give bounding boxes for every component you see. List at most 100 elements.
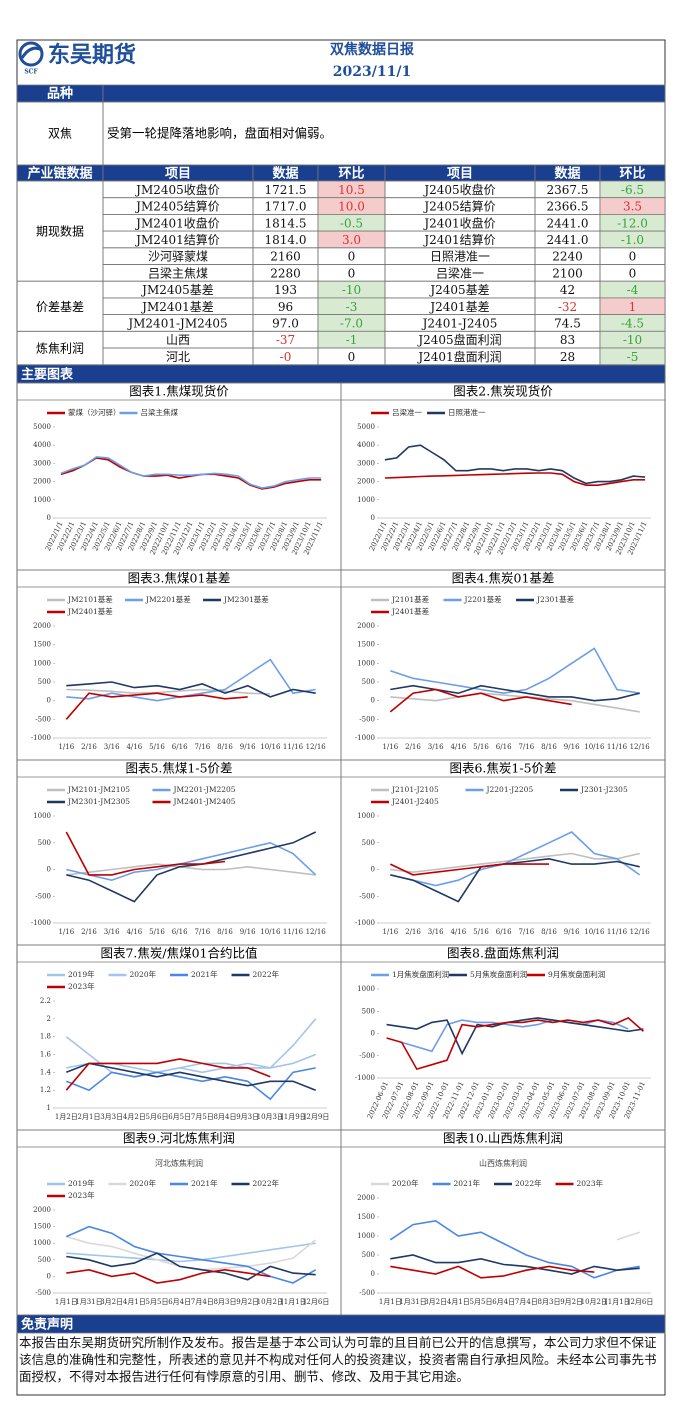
cell [340,1129,666,1316]
logo-sub: SCF [24,69,38,76]
table-cell: 193 [274,283,297,297]
x-tick-label: 1/16 [382,928,398,936]
legend-label: 2021年 [191,969,218,979]
table-cell: J2401收盘价 [422,215,495,230]
legend-label: 2020年 [392,1178,419,1188]
y-tick-label: -1000 [355,734,375,742]
cell [16,1129,342,1316]
table-cell: 2441.0 [547,216,589,230]
legend-label: 2023年 [68,981,95,991]
disclaimer-text: 本报告由东吴期货研究所制作及发布。报告是基于本公司认为可靠的且目前已公开的信息撰… [19,1335,657,1384]
legend-label: 2023年 [68,1190,95,1200]
section-heading: 免责声明 [21,1317,73,1333]
y-tick-label: 1000 [357,496,375,504]
x-tick-label: 11月9日 [279,1113,306,1121]
x-tick-label: 10/16 [584,743,605,751]
y-tick-label: -1000 [31,734,51,742]
x-tick-label: 4/16 [126,743,142,751]
chart-subtitle: 河北炼焦利润 [155,1158,203,1168]
legend-label: JM2401基差 [67,606,113,616]
y-tick-label: 4000 [33,441,51,449]
cell [102,84,666,103]
series-line [66,1062,316,1091]
legend-label: 日照港准一 [448,407,486,417]
series-line [386,1017,644,1056]
table-cell: 2160 [270,250,301,264]
legend-label: 2019年 [68,1178,95,1188]
x-tick-label: 4/16 [126,928,142,936]
y-tick-label: 2 [47,1015,51,1023]
table-cell: 2280 [270,266,301,280]
x-tick-label: 2/16 [405,928,421,936]
y-tick-label: -500 [359,715,375,723]
series-line [66,841,317,882]
table-cell: 74.5 [554,316,581,330]
y-tick-label: 0 [47,1272,51,1280]
series-line [390,684,640,702]
y-tick-label: 1.2 [40,1086,51,1094]
x-tick-label: 1月31日 [399,1298,426,1306]
table-cell: 1721.5 [265,183,307,197]
y-tick-label: 2000 [33,478,51,486]
y-tick-label: 1000 [33,496,51,504]
x-tick-label: 8/16 [541,743,557,751]
x-tick-label: 10/16 [260,743,281,751]
y-tick-label: 0 [47,697,51,705]
x-tick-label: 1月1日 [55,1298,78,1306]
x-tick-label: 12/16 [630,743,651,751]
x-tick-label: 9月2日 [236,1298,259,1306]
logo-icon [18,41,44,67]
table-cell: -1.0 [621,233,644,247]
table-cell: -12.0 [617,216,648,230]
series-line [390,1265,595,1279]
y-tick-label: 1.6 [40,1051,52,1059]
table-cell: -4 [627,283,639,297]
x-tick-label: 11月1日 [603,1298,630,1306]
y-tick-label: 1500 [357,1213,375,1221]
table-cell: 山西 [166,333,190,347]
table-header: 数据 [554,166,580,182]
x-tick-label: 8/16 [541,928,557,936]
x-tick-label: 6/16 [172,928,188,936]
y-tick-label: 1500 [33,641,51,649]
table-cell: 28 [560,350,575,364]
y-tick-label: -500 [359,892,375,900]
table-cell: JM2401结算价 [134,232,220,247]
y-tick-label: 500 [362,839,375,847]
table-cell: J2401结算价 [422,232,495,247]
x-tick-label: 5月5日 [470,1298,493,1306]
y-tick-label: 2000 [357,478,375,486]
chart-title: 图表2.焦炭现货价 [453,384,553,399]
y-tick-label: 2000 [33,1206,51,1214]
legend-label: 2021年 [191,1178,218,1188]
x-tick-label: 1/16 [58,928,74,936]
y-tick-label: 0 [371,514,375,522]
y-tick-label: 2.2 [40,997,51,1005]
x-tick-label: 7/16 [518,928,534,936]
legend-label: 2022年 [253,969,280,979]
table-cell: JM2401-JM2405 [126,316,227,330]
cell [16,1314,666,1334]
table-cell: 2100 [552,266,583,280]
x-tick-label: 1/16 [382,743,398,751]
x-tick-label: 8月3日 [214,1298,237,1306]
x-tick-label: 4月1日 [123,1298,146,1306]
legend-label: 2022年 [515,1178,542,1188]
legend-label: J2401-J2405 [391,797,439,806]
table-cell: 2366.5 [547,200,589,214]
legend-label: JM2101基差 [67,594,113,604]
x-tick-label: 1月31日 [75,1298,102,1306]
table-cell: JM2401基差 [140,300,214,314]
table-cell: 0 [629,250,637,264]
legend-label: J2101基差 [391,594,430,604]
y-tick-label: 5000 [357,423,375,431]
table-cell: 83 [560,333,575,347]
series-line [60,456,322,489]
chart-title: 图表4.焦炭01基差 [452,571,555,586]
legend-label: 5月焦炭盘面利润 [470,969,527,979]
legend-label: 吕梁准一 [392,407,422,417]
y-tick-label: 1000 [357,985,375,993]
table-cell: JM2405基差 [140,283,214,297]
x-tick-label: 7月4日 [191,1298,214,1306]
